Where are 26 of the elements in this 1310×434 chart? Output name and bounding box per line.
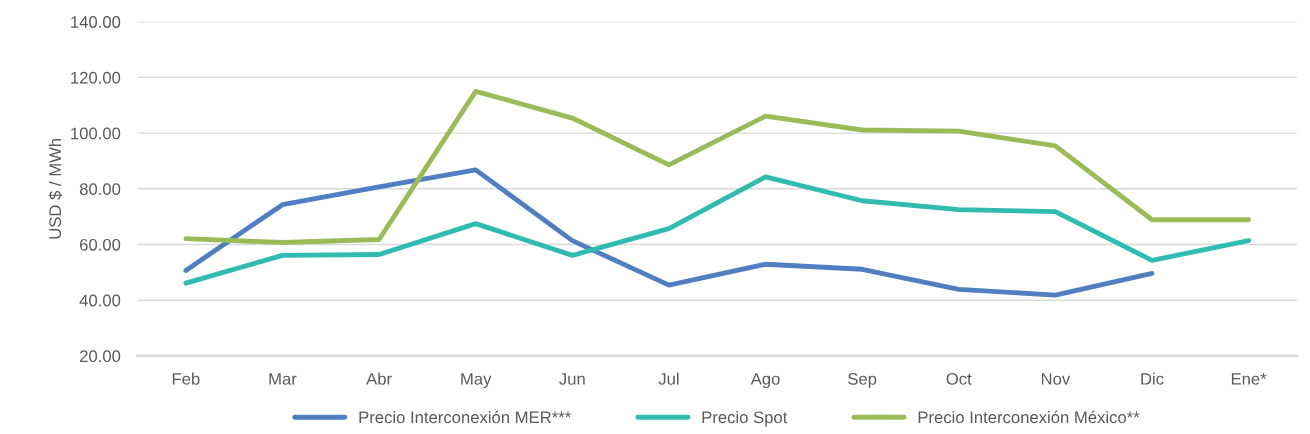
line-series <box>183 88 1252 245</box>
y-tick-label: 60.00 <box>80 238 121 251</box>
x-tick-label: Oct <box>946 372 972 385</box>
line-series <box>183 174 1252 286</box>
x-tick-label: Dic <box>1141 372 1164 385</box>
legend-label: Precio Interconexión México** <box>918 410 1140 424</box>
y-tick-label: 80.00 <box>79 183 121 195</box>
x-tick-label: Jul <box>658 372 679 385</box>
y-tick-label: 20.00 <box>80 350 121 363</box>
x-tick-label: Sep <box>848 372 877 389</box>
x-tick-label: Mar <box>269 373 297 385</box>
x-tick-label: Jun <box>559 373 585 385</box>
legend-label: Precio Interconexión MER*** <box>359 410 571 424</box>
legend-label: Precio Spot <box>702 410 788 427</box>
x-tick-label: May <box>461 373 492 389</box>
x-tick-label: Ene* <box>1231 373 1267 385</box>
x-tick-label: Ago <box>750 373 780 389</box>
y-tick-label: 100.00 <box>71 127 121 140</box>
y-tick-label: 120.00 <box>71 71 121 84</box>
x-tick-label: Abr <box>366 372 392 385</box>
x-tick-label: Feb <box>172 372 200 385</box>
y-tick-label: 40.00 <box>79 294 121 307</box>
y-axis-title: USD $ / MWh <box>48 138 63 239</box>
line-series <box>183 167 1155 298</box>
x-tick-label: Nov <box>1041 373 1071 385</box>
y-tick-label: 140.00 <box>71 16 121 28</box>
